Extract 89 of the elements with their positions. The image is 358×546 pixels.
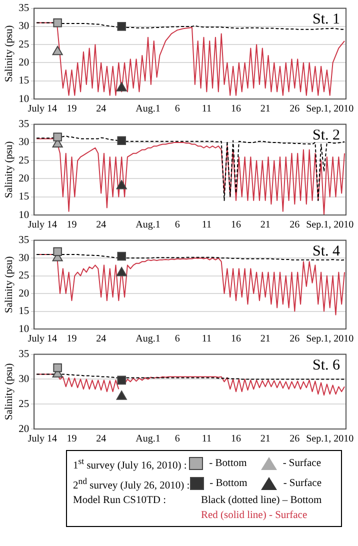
x-tick-label: 16	[231, 334, 242, 345]
x-tick-label: 11	[202, 220, 212, 231]
x-tick-label: Sep.1, 2010	[306, 104, 354, 115]
x-tick-label: July 14	[28, 104, 57, 115]
x-tick-label: 11	[202, 334, 212, 345]
x-tick-label: 21	[260, 334, 270, 345]
y-tick-label: 20	[18, 424, 30, 435]
point	[53, 363, 62, 372]
y-tick-label: 15	[18, 192, 30, 203]
x-tick-label: 21	[260, 220, 270, 231]
legend-label: - Surface	[283, 476, 322, 491]
y-axis-title: Salinity (psu)	[4, 24, 16, 82]
x-tick-label: 24	[96, 220, 106, 231]
chart-title: St. 2	[312, 128, 340, 144]
x-tick-label: 6	[174, 104, 180, 115]
y-tick-label: 15	[18, 76, 30, 87]
point	[53, 18, 62, 28]
y-tick-label: 30	[18, 252, 30, 264]
text: 2$^{nd}$ survey (July 26, 2010) :	[73, 474, 190, 493]
point	[116, 390, 127, 400]
y-tick-label: 30	[18, 21, 30, 32]
y-tick-label: 25	[18, 398, 30, 410]
y-axis-title: Salinity (psu)	[4, 362, 16, 420]
legend-label: - Surface	[282, 457, 321, 472]
x-tick-label: July 14	[28, 220, 57, 231]
text: Model Run CS10TD :	[73, 494, 168, 508]
x-tick-label: 19	[66, 434, 77, 445]
y-tick-label: 35	[18, 235, 30, 246]
point	[116, 82, 127, 92]
x-tick-label: 6	[174, 434, 180, 445]
text: 1$^{st}$ survey (July 16, 2010) :	[73, 455, 188, 474]
x-tick-label: 21	[260, 434, 270, 445]
x-tick-label: Aug.1	[136, 434, 160, 445]
y-tick-label: 35	[18, 349, 30, 360]
x-tick-label: Aug.1	[136, 104, 160, 115]
legend-label: - Bottom	[209, 457, 247, 472]
point	[53, 132, 62, 142]
x-tick-label: 24	[96, 434, 106, 445]
x-tick-label: 6	[174, 220, 180, 231]
y-tick-label: 20	[18, 57, 30, 68]
y-axis-title: Salinity (psu)	[4, 140, 16, 198]
x-tick-label: 16	[231, 220, 242, 231]
x-tick-label: July 14	[28, 334, 57, 345]
y-axis-title: Salinity (psu)	[4, 256, 16, 314]
point	[117, 376, 126, 385]
x-tick-label: 11	[202, 434, 212, 445]
x-tick-label: Sep.1, 2010	[306, 220, 354, 231]
y-tick-label: 30	[18, 137, 30, 148]
x-tick-label: 19	[66, 104, 77, 115]
x-tick-label: 26	[290, 434, 300, 445]
y-tick-label: 25	[18, 155, 30, 166]
x-tick-label: 24	[96, 334, 106, 345]
y-tick-label: 35	[18, 119, 30, 130]
x-tick-label: Aug.1	[136, 220, 160, 231]
chart-title: St. 1	[312, 12, 340, 28]
x-tick-label: 26	[290, 104, 300, 115]
x-tick-label: 16	[231, 104, 242, 115]
y-tick-label: 10	[18, 94, 30, 105]
x-tick-label: 11	[202, 104, 212, 115]
x-tick-label: 19	[66, 334, 77, 345]
point	[52, 46, 63, 56]
y-tick-label: 10	[18, 210, 30, 221]
y-tick-label: 20	[18, 288, 30, 300]
x-tick-label: 26	[290, 220, 300, 231]
y-tick-label: 25	[18, 270, 30, 282]
x-tick-label: Sep.1, 2010	[306, 334, 354, 345]
text: Red (solid line) - Surface	[201, 509, 308, 523]
x-tick-label: July 14	[28, 434, 57, 445]
x-tick-label: 24	[96, 104, 106, 115]
x-tick-label: 21	[260, 104, 270, 115]
x-tick-label: 19	[66, 220, 77, 231]
chart-title: St. 6	[312, 358, 340, 374]
point	[116, 180, 127, 190]
y-tick-label: 20	[18, 173, 30, 184]
x-tick-label: 6	[174, 334, 180, 345]
x-tick-label: Sep.1, 2010	[306, 434, 354, 445]
chart-title: St. 4	[312, 244, 340, 260]
x-tick-label: 26	[290, 334, 300, 345]
point	[117, 22, 126, 31]
y-tick-label: 30	[18, 374, 30, 385]
x-tick-label: Aug.1	[136, 334, 160, 345]
point	[117, 136, 126, 146]
y-tick-label: 25	[18, 39, 30, 50]
x-tick-label: 16	[231, 434, 242, 445]
legend-label: - Bottom	[210, 476, 248, 491]
y-tick-label: 35	[18, 3, 30, 14]
y-tick-label: 10	[18, 324, 30, 335]
text: Black (dotted line) – Bottom	[201, 494, 322, 508]
y-tick-label: 15	[18, 306, 30, 318]
